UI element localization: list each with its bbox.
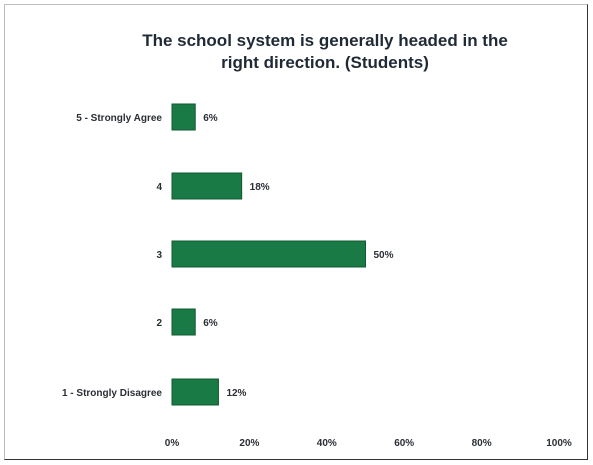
data-label-1: 18% — [250, 182, 270, 193]
category-label-3: 2 — [156, 318, 162, 329]
data-label-0: 6% — [203, 113, 218, 124]
data-label-2: 50% — [374, 250, 394, 261]
data-label-3: 6% — [203, 318, 218, 329]
bar-1 — [171, 172, 243, 200]
bar-4 — [171, 378, 219, 406]
category-label-0: 5 - Strongly Agree — [76, 113, 162, 124]
x-tick-label-5: 100% — [546, 438, 572, 449]
bar-2 — [171, 240, 366, 268]
x-tick-label-0: 0% — [165, 438, 180, 449]
x-tick-label-3: 60% — [394, 438, 414, 449]
category-label-2: 3 — [156, 250, 162, 261]
category-label-4: 1 - Strongly Disagree — [62, 388, 162, 399]
x-tick-label-2: 40% — [317, 438, 337, 449]
chart-frame — [4, 4, 588, 460]
category-label-1: 4 — [156, 182, 162, 193]
x-tick-label-1: 20% — [239, 438, 259, 449]
bar-0 — [171, 103, 196, 131]
data-label-4: 12% — [226, 388, 246, 399]
bar-3 — [171, 308, 196, 336]
chart-title: The school system is generally headed in… — [142, 31, 508, 72]
x-tick-label-4: 80% — [472, 438, 492, 449]
